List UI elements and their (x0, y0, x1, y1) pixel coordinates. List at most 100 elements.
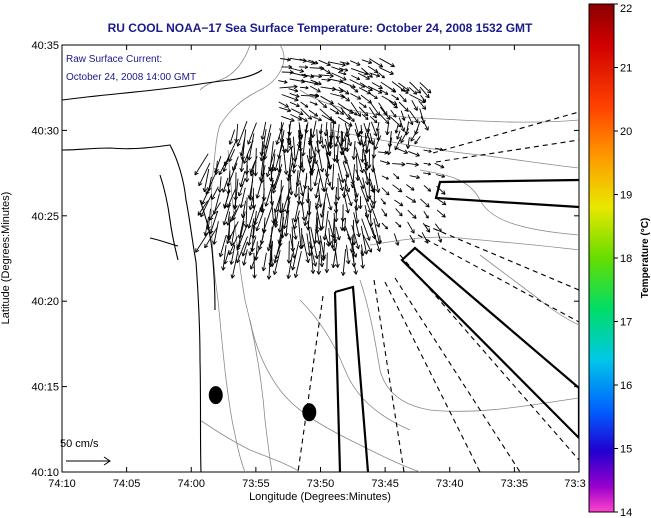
current-vector-head (320, 66, 325, 69)
current-vector-head (329, 73, 334, 77)
current-vector-head (363, 184, 365, 189)
x-tick-label: 74:10 (48, 478, 76, 490)
current-vector-head (370, 141, 374, 146)
current-vector-head (353, 156, 357, 160)
isobath-6 (329, 129, 579, 169)
current-vector-head (239, 203, 242, 208)
current-vector-head (366, 149, 369, 154)
current-vector (279, 106, 292, 112)
current-vector (321, 114, 336, 124)
current-vector (353, 212, 360, 238)
current-vector (204, 216, 210, 236)
current-vector (270, 240, 274, 267)
current-vector (369, 116, 378, 124)
current-vector-head (318, 270, 322, 275)
current-vector-head (441, 164, 445, 168)
current-vector (325, 121, 328, 137)
current-vector-head (308, 187, 312, 192)
current-vector-head (288, 64, 293, 68)
current-vector-head (285, 148, 288, 153)
current-vector-head (399, 122, 402, 128)
current-vector (390, 109, 397, 118)
current-vector (378, 151, 388, 154)
current-vector-head (232, 205, 236, 210)
current-vector-head (355, 253, 358, 258)
current-vector (309, 101, 318, 106)
current-vector-head (289, 70, 294, 73)
current-vector-head (397, 241, 400, 246)
current-vector-head (335, 196, 339, 201)
current-vector-head (261, 136, 266, 140)
current-vector-head (348, 202, 352, 207)
current-vector-head (305, 198, 309, 204)
current-vector (279, 203, 284, 233)
current-vector-head (358, 131, 361, 136)
current-vector (278, 216, 285, 244)
current-vector (374, 135, 382, 150)
current-vector-head (243, 223, 247, 228)
current-vector-head (296, 93, 300, 98)
current-vector-head (422, 100, 426, 103)
current-vector-head (360, 264, 364, 269)
colorbar-tick-label: 20 (620, 126, 632, 138)
current-vector (434, 162, 445, 169)
current-vector-head (290, 120, 295, 122)
current-vector-head (316, 254, 319, 259)
current-vector-head (317, 140, 321, 145)
current-vector-head (356, 233, 360, 238)
current-vector (391, 81, 406, 92)
current-vector-head (330, 244, 333, 249)
current-vector (292, 136, 296, 162)
current-vector (245, 197, 248, 228)
current-vector-head (407, 145, 411, 149)
current-vector-head (409, 122, 413, 126)
current-vector (340, 93, 350, 102)
current-vector-head (385, 131, 388, 136)
current-vector (249, 156, 258, 173)
current-vector (400, 128, 409, 143)
y-tick-label: 40:25 (31, 211, 59, 223)
current-vector-head (414, 120, 419, 124)
current-vector (223, 202, 231, 226)
current-vector-head (360, 140, 362, 145)
radial-9 (399, 254, 579, 461)
current-vector (224, 140, 237, 166)
current-vector-head (410, 230, 415, 234)
current-vector (396, 130, 401, 140)
current-vector (278, 80, 288, 83)
current-vector (360, 225, 368, 255)
current-vector (276, 122, 285, 145)
current-vector-head (285, 170, 289, 175)
current-vector-head (376, 248, 381, 252)
current-vector-head (298, 165, 301, 170)
current-vector-head (274, 255, 276, 260)
current-vector (392, 173, 400, 180)
current-vector (407, 209, 417, 219)
current-vector-head (266, 173, 271, 178)
current-vector-head (393, 106, 398, 109)
current-vector (230, 244, 236, 265)
current-vector (344, 186, 352, 206)
current-vector (344, 137, 347, 151)
current-vector (353, 140, 356, 160)
current-vector-head (272, 190, 277, 194)
current-vector-head (376, 73, 381, 77)
current-vector (405, 195, 416, 203)
current-vector-head (443, 190, 446, 195)
current-vector (369, 92, 378, 99)
current-vector-head (440, 228, 442, 232)
current-vector-head (314, 205, 317, 210)
current-vector-head (366, 164, 370, 169)
current-vector-head (382, 202, 386, 205)
current-vector (355, 169, 364, 189)
current-vector-head (353, 241, 357, 246)
current-vector (291, 218, 297, 240)
current-vector (306, 233, 311, 257)
colorbar-tick-label: 19 (620, 190, 632, 202)
current-vector (355, 147, 364, 174)
current-vector (349, 109, 358, 116)
current-vector-head (213, 241, 217, 245)
current-vector (379, 106, 391, 120)
current-vector-head (221, 266, 224, 271)
current-vector-head (404, 109, 409, 112)
